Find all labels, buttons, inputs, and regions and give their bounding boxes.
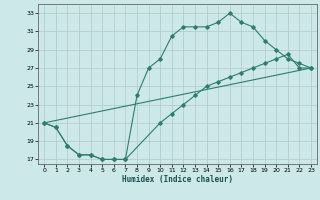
X-axis label: Humidex (Indice chaleur): Humidex (Indice chaleur) xyxy=(122,175,233,184)
